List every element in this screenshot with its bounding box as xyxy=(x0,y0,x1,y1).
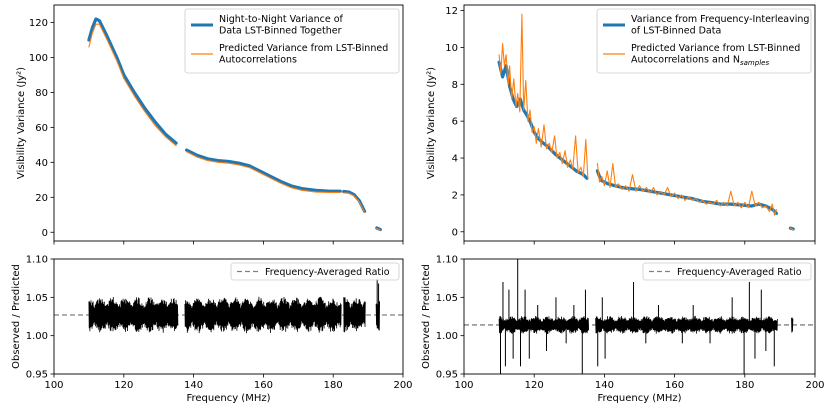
x-tick-label: 200 xyxy=(393,380,412,391)
legend-entry-text: Frequency-Averaged Ratio xyxy=(677,267,802,278)
legend-entry-text: Predicted Variance from LST-Binned xyxy=(219,43,388,54)
y-tick-label: 1.00 xyxy=(26,331,48,342)
legend-subscript: samples xyxy=(740,59,769,67)
ratio-series-segment-3 xyxy=(375,300,380,331)
y-tick-label: 2 xyxy=(452,190,458,201)
y-tick-label: 10 xyxy=(445,43,458,54)
orange-series-segment-2 xyxy=(789,227,794,231)
legend-box xyxy=(596,8,812,74)
blue-series-segment-0 xyxy=(87,17,178,145)
y-axis-label: Observed / Predicted xyxy=(11,264,22,369)
ratio-series-segment-2 xyxy=(343,297,366,333)
panel-bottom-left: 100 120 140 160 180 200 0.95 1.00 1.05 1.10 Observ… xyxy=(11,255,413,405)
blue-series-segment-1 xyxy=(185,148,342,193)
x-tick-label: 160 xyxy=(254,380,273,391)
y-tick-label: 1.00 xyxy=(436,331,458,342)
legend-entry-text: Autocorrelations xyxy=(219,55,297,66)
axes-frame xyxy=(53,4,404,242)
y-tick-label: 8 xyxy=(452,80,458,91)
legend-entry-text: Data LST-Binned Together xyxy=(219,26,342,37)
panel-bottom-right: 100 120 140 160 180 200 0.95 1.00 1.05 1.10 Observ… xyxy=(421,255,825,405)
plot-area xyxy=(54,278,403,334)
y-axis-label: Visibility Variance (Jy²) xyxy=(16,67,27,179)
plot-area xyxy=(464,259,815,374)
x-axis-label: Frequency (MHz) xyxy=(597,393,681,404)
ratio-series-segment-1 xyxy=(595,315,778,334)
orange-series-segment-1 xyxy=(596,163,777,216)
legend-entry-text: Autocorrelations and Nsamples xyxy=(631,55,769,68)
blue-series-segment-2 xyxy=(342,189,367,213)
x-tick-label: 200 xyxy=(805,380,824,391)
orange-series-segment-2 xyxy=(343,192,366,213)
y-tick-label: 0 xyxy=(452,227,458,238)
y-tick-label: 1.05 xyxy=(436,293,458,304)
orange-series-segment-0 xyxy=(498,13,589,179)
plot-area xyxy=(497,13,795,231)
x-tick-label: 140 xyxy=(595,380,614,391)
x-tick-label: 100 xyxy=(44,380,63,391)
axes-frame xyxy=(53,258,404,375)
axes-frame xyxy=(463,4,816,242)
x-tick-label: 120 xyxy=(114,380,133,391)
x-axis-label: Frequency (MHz) xyxy=(186,393,270,404)
y-tick-label: 80 xyxy=(35,88,48,99)
x-tick-label: 180 xyxy=(324,380,343,391)
y-tick-label: 20 xyxy=(35,193,48,204)
y-tick-label: 1.05 xyxy=(26,293,48,304)
legend-entry-text: Frequency-Averaged Ratio xyxy=(265,267,390,278)
panel-top-right: 0 2 4 6 8 10 12 Visibility Variance (Jy²) Varian… xyxy=(426,4,816,245)
y-tick-label: 0.95 xyxy=(436,370,458,381)
y-tick-label: 120 xyxy=(29,18,48,29)
x-tick-label: 120 xyxy=(525,380,544,391)
x-tick-label: 180 xyxy=(735,380,754,391)
x-tick-label: 100 xyxy=(454,380,473,391)
y-tick-label: 1.10 xyxy=(26,255,48,266)
legend-entry-text: of LST-Binned Data xyxy=(631,26,721,37)
y-axis-label: Observed / Predicted xyxy=(421,264,432,369)
x-tick-label: 140 xyxy=(184,380,203,391)
y-tick-label: 60 xyxy=(35,123,48,134)
y-tick-label: 1.10 xyxy=(436,255,458,266)
orange-series-segment-3 xyxy=(376,227,381,231)
x-tick-label: 160 xyxy=(665,380,684,391)
legend-box xyxy=(230,262,400,281)
ratio-series-segment-1 xyxy=(184,296,342,334)
orange-series-segment-0 xyxy=(88,23,177,147)
y-tick-label: 12 xyxy=(445,6,458,17)
legend-entry-text: Night-to-Night Variance of xyxy=(219,14,344,25)
y-axis-label: Visibility Variance (Jy²) xyxy=(426,67,437,179)
legend-entry-text: Variance from Frequency-Interleaving xyxy=(631,14,809,25)
y-tick-label: 6 xyxy=(452,117,458,128)
ratio-series-segment-0 xyxy=(498,315,589,335)
y-tick-label: 0 xyxy=(42,228,48,239)
legend-entry-text: Predicted Variance from LST-Binned xyxy=(631,43,800,54)
y-tick-label: 40 xyxy=(35,158,48,169)
plot-area xyxy=(87,17,382,232)
y-tick-label: 4 xyxy=(452,154,458,165)
orange-series-segment-1 xyxy=(186,151,341,193)
ratio-series-segment-0 xyxy=(88,296,179,333)
blue-series-segment-1 xyxy=(595,169,779,215)
legend-box xyxy=(642,262,812,281)
y-tick-label: 100 xyxy=(29,53,48,64)
panel-top-left: 0 20 40 60 80 100 120 Visibility Variance (Jy²)… xyxy=(16,4,404,245)
y-tick-label: 0.95 xyxy=(26,370,48,381)
axes-frame xyxy=(463,258,816,375)
legend-box xyxy=(184,8,400,74)
